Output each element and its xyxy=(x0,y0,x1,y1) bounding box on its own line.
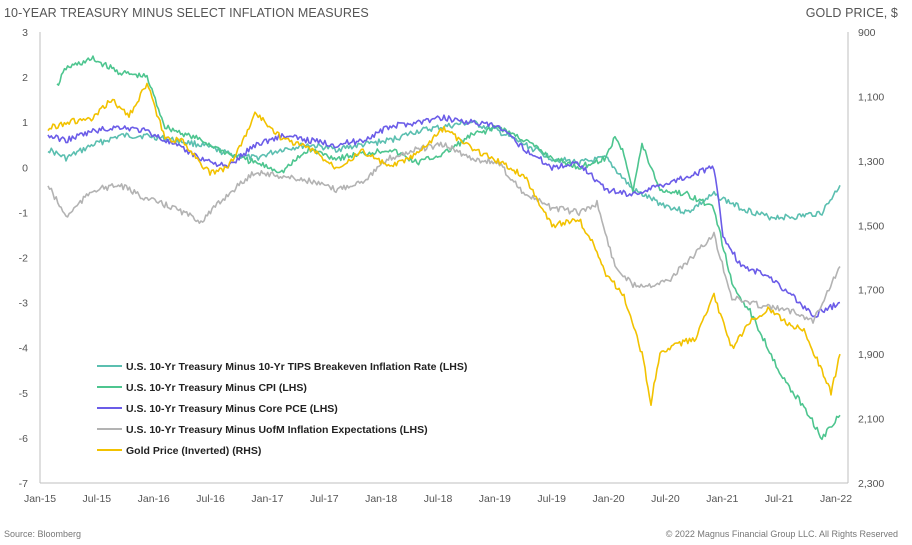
y-right-tick-label: 2,100 xyxy=(858,414,884,426)
y-left-tick-label: 2 xyxy=(22,72,28,84)
series-line-3 xyxy=(47,114,841,318)
right-axis-title: GOLD PRICE, $ xyxy=(805,6,898,20)
y-right-tick-label: 1,700 xyxy=(858,285,884,297)
y-left-tick-label: -4 xyxy=(19,343,28,355)
series-line-2 xyxy=(56,55,841,441)
x-tick-label: Jan-19 xyxy=(479,493,511,505)
x-tick-label: Jan-22 xyxy=(820,493,852,505)
y-left-tick-label: -2 xyxy=(19,253,28,265)
copyright-note: © 2022 Magnus Financial Group LLC. All R… xyxy=(665,529,898,539)
series-lines xyxy=(47,55,841,441)
x-tick-label: Jan-17 xyxy=(251,493,283,505)
y-left-tick-label: -3 xyxy=(19,298,28,310)
y-right-tick-label: 900 xyxy=(858,27,876,39)
x-tick-label: Jan-15 xyxy=(24,493,56,505)
y-right-tick-label: 1,300 xyxy=(858,156,884,168)
y-left-tick-label: -1 xyxy=(19,207,28,219)
source-note: Source: Bloomberg xyxy=(4,529,82,539)
legend-entry: U.S. 10-Yr Treasury Minus CPI (LHS) xyxy=(126,382,307,394)
legend-entry: Gold Price (Inverted) (RHS) xyxy=(126,445,261,457)
x-tick-label: Jul-17 xyxy=(310,493,339,505)
legend-entry: U.S. 10-Yr Treasury Minus Core PCE (LHS) xyxy=(126,403,338,415)
y-left-tick-label: 0 xyxy=(22,162,28,174)
x-tick-label: Jul-19 xyxy=(537,493,566,505)
legend: U.S. 10-Yr Treasury Minus 10-Yr TIPS Bre… xyxy=(97,361,467,457)
series-line-4 xyxy=(47,141,841,324)
y-right-tick-label: 2,300 xyxy=(858,478,884,490)
chart-title: 10-YEAR TREASURY MINUS SELECT INFLATION … xyxy=(4,6,369,20)
x-tick-label: Jul-21 xyxy=(765,493,794,505)
y-left-tick-label: 1 xyxy=(22,117,28,129)
x-tick-label: Jan-20 xyxy=(593,493,625,505)
y-left-tick-label: -5 xyxy=(19,388,28,400)
y-right-tick-label: 1,900 xyxy=(858,349,884,361)
y-left-tick-label: -7 xyxy=(19,478,28,490)
legend-entry: U.S. 10-Yr Treasury Minus 10-Yr TIPS Bre… xyxy=(126,361,467,373)
x-tick-label: Jul-15 xyxy=(83,493,112,505)
x-tick-label: Jan-21 xyxy=(706,493,738,505)
x-tick-label: Jan-18 xyxy=(365,493,397,505)
x-tick-label: Jul-18 xyxy=(424,493,453,505)
x-tick-label: Jan-16 xyxy=(138,493,170,505)
y-right-tick-label: 1,500 xyxy=(858,220,884,232)
x-tick-label: Jul-16 xyxy=(196,493,225,505)
y-left-tick-label: -6 xyxy=(19,433,28,445)
y-right-tick-label: 1,100 xyxy=(858,91,884,103)
series-line-5 xyxy=(47,82,841,406)
legend-entry: U.S. 10-Yr Treasury Minus UofM Inflation… xyxy=(126,424,428,436)
x-tick-label: Jul-20 xyxy=(651,493,680,505)
y-left-tick-label: 3 xyxy=(22,27,28,39)
axes: 3 2 1 0 -1 -2 -3 -4 -5 -6 -7 900 1,100 1,300 1,500 1,70… xyxy=(19,27,885,505)
